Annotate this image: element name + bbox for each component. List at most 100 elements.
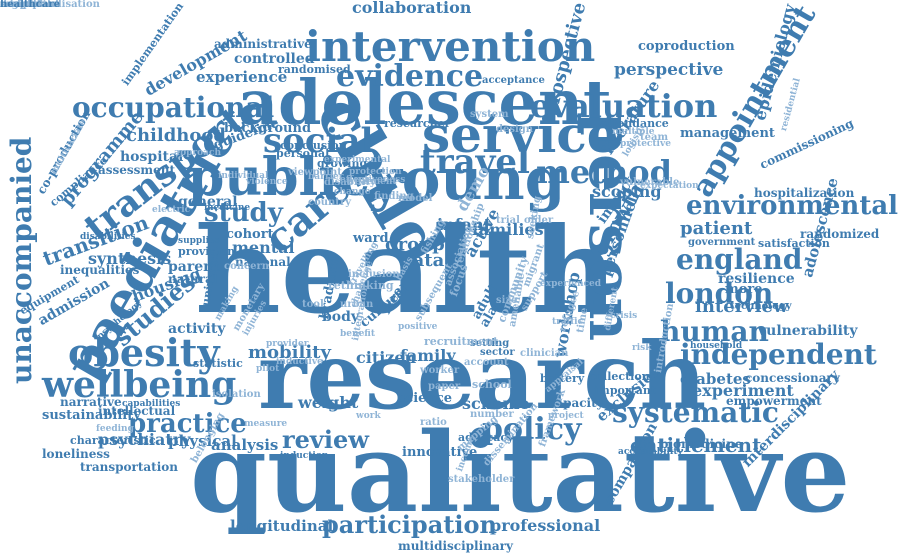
word-more: more (725, 282, 763, 297)
word-disabilities: disabilities (80, 232, 136, 242)
word-personal: personal (276, 147, 330, 160)
word-measure: measure (244, 419, 288, 429)
word-team: team (640, 132, 669, 143)
word-intellectual: intellectual (98, 404, 176, 418)
word-ratio: ratio (420, 417, 447, 428)
word-important: important (594, 384, 656, 397)
word-loneliness: loneliness (42, 447, 110, 461)
word-experimental: experimental (324, 155, 391, 165)
word-narrative: narrative (60, 395, 122, 409)
word-protection: protection (349, 167, 402, 177)
word-multiple: multiple (612, 127, 655, 137)
word-characteristic: characteristic (70, 434, 156, 447)
word-urban: urban (340, 299, 374, 310)
word-empowerment: empowerment (726, 394, 822, 408)
word-cross: cross (0, 0, 30, 10)
word-concern: concern (224, 261, 270, 272)
word-number: number (470, 409, 514, 420)
word-protective: protective (620, 139, 671, 149)
word-patient: patient (680, 218, 753, 239)
word-national: national (235, 255, 291, 269)
word-unaccompanied: unaccompanied (5, 136, 38, 384)
word-innovative: innovative (402, 445, 478, 460)
word-attendance: attendance (600, 117, 669, 130)
word-evidence: evidence (336, 59, 484, 94)
word-crisis: crisis (610, 311, 638, 321)
word-advocacy: advocacy (458, 431, 514, 444)
word-conclusion: conclusion (280, 139, 347, 152)
word-collaboration: collaboration (352, 0, 472, 17)
word-acceptance: acceptance (482, 75, 545, 86)
word-research: research (258, 322, 707, 430)
word-risk: risk (632, 343, 652, 353)
word-recruitment: recruitment (424, 335, 499, 348)
word-battery: battery (540, 372, 585, 385)
word-violence: violence (246, 177, 288, 187)
word-feeding: feeding (96, 424, 134, 434)
word-experience: experience (196, 68, 288, 86)
word-maternal: maternal (0, 0, 51, 10)
word-group: group (385, 234, 445, 255)
word-london: london (665, 277, 774, 310)
word-stakeholder: stakeholder (448, 474, 515, 485)
word-science: science (398, 391, 453, 406)
word-physical: physical (168, 432, 237, 450)
word-benefit: benefit (340, 329, 375, 339)
word-psychiatry: psychiatry (98, 430, 191, 449)
word-inductive: inductive (276, 357, 323, 367)
word-administrative: administrative (214, 37, 312, 51)
word-inclusion: inclusion (348, 269, 400, 280)
word-approach: approach (174, 148, 222, 158)
word-individual: individual (218, 171, 269, 181)
word-finding: finding (374, 191, 414, 202)
word-sustainability: sustainability (42, 408, 141, 423)
word-concessionary: concessionary (745, 371, 840, 385)
word-resilience: resilience (718, 271, 795, 287)
word-professional: professional (490, 516, 601, 535)
word-weight: weight (298, 393, 359, 412)
word-sector: sector (480, 347, 515, 358)
word-work: work (356, 411, 381, 421)
word-technology: technology (730, 301, 792, 312)
word-change: change (334, 187, 371, 197)
word-natural: natural (168, 272, 218, 286)
word-induction: induction (280, 451, 329, 461)
word-supplies: supplies (178, 236, 220, 246)
word-activity: activity (168, 321, 226, 337)
word-collection: collection (589, 370, 650, 383)
word-childhood: childhood (126, 125, 226, 146)
word-paper: paper (428, 381, 461, 392)
word-sample: sample (0, 0, 40, 10)
word-systematic: systematic (612, 396, 779, 429)
word-study: study (204, 198, 283, 228)
word-perspective: perspective (614, 60, 724, 80)
word-public: public (188, 147, 370, 208)
word-region: region (0, 0, 37, 10)
word-assessment: assessment (98, 163, 176, 177)
word-acceptability: acceptability (618, 447, 683, 457)
word-participation: participation (322, 510, 497, 539)
word-analysis: analysis (211, 436, 279, 454)
word-human: human (660, 315, 769, 348)
word-drug: drug (0, 0, 27, 10)
word-travel: travel (420, 142, 530, 182)
word-positive: positive (398, 322, 438, 332)
word-experiment: experiment (692, 381, 794, 400)
word-data: data (400, 250, 445, 271)
word-obesity: obesity (68, 330, 220, 375)
word-citizen: citizen (356, 348, 417, 367)
word-ward: ward (353, 231, 389, 246)
word-health: health (195, 201, 618, 340)
word-occupational: occupational (72, 91, 275, 124)
word-randomised: randomised (278, 63, 351, 76)
word-access: access (0, 0, 37, 10)
word-intervention: intervention (305, 22, 596, 71)
word-biomedicine: biomedicine (660, 437, 743, 451)
word-coproduction: coproduction (638, 39, 735, 54)
word-medicine: medicine (204, 203, 251, 213)
word-trial: trial (496, 215, 520, 226)
word-traffic: traffic (552, 317, 584, 327)
word-treatment: treatment (346, 177, 397, 187)
word-vulnerability: vulnerability (758, 323, 858, 339)
word-experienced: experienced (540, 279, 602, 289)
